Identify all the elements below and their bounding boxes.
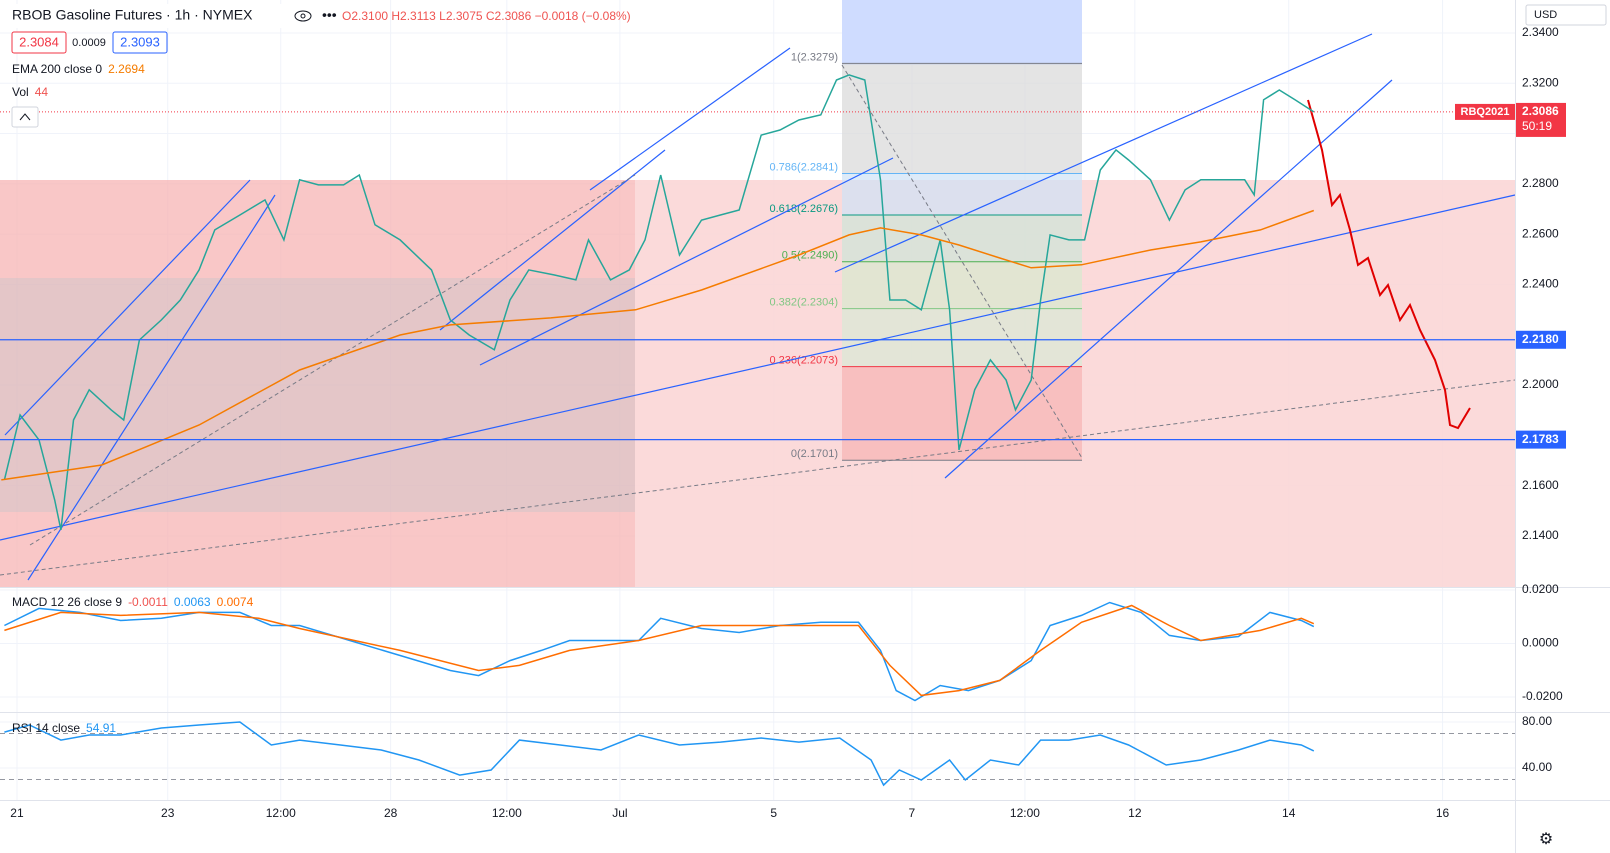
symbol-bg: [1455, 103, 1515, 120]
x-tick-label: 5: [770, 806, 777, 820]
indicator-value: 0.0063: [174, 595, 211, 609]
y-tick-label: 40.00: [1522, 760, 1552, 774]
collapse-button[interactable]: [11, 106, 39, 128]
fib-label: 0.5(2.2490): [782, 250, 838, 262]
settings-icon[interactable]: ⚙: [1539, 831, 1553, 848]
y-tick-label: 2.1600: [1522, 478, 1559, 492]
series-line: [4, 601, 1315, 702]
x-tick-label: 12:00: [266, 806, 296, 820]
fib-label: 0.618(2.2676): [770, 203, 839, 215]
x-tick-label: 23: [161, 806, 175, 820]
zone: [0, 278, 635, 512]
x-tick-label: 12: [1128, 806, 1142, 820]
last-price-bg: [1516, 102, 1566, 137]
header-bg: [4, 4, 340, 28]
currency: USD: [1534, 9, 1557, 21]
fib-label: 0.382(2.2304): [770, 296, 839, 308]
fib-header: [842, 0, 1082, 65]
y-tick-label: 0.0000: [1522, 636, 1559, 650]
y-tick-label: 2.2400: [1522, 277, 1559, 291]
indicator-name: Vol: [12, 85, 29, 99]
y-tick-label: 2.2800: [1522, 176, 1559, 190]
countdown: 50:19: [1522, 119, 1552, 133]
indicator-value: 44: [35, 85, 49, 99]
y-tick-label: 2.3400: [1522, 25, 1559, 39]
fib-label: 0.786(2.2841): [770, 161, 839, 173]
data: [0, 74, 1515, 787]
y-tick-label: 2.2000: [1522, 377, 1559, 391]
y-tick-label: 80.00: [1522, 714, 1552, 728]
axes: 21 23 12:00 28 12:00 Jul 5 7 12:00 12 14 16 2.1400 2.…: [10, 25, 1566, 820]
indicator-name: MACD 12 26 close 9: [12, 595, 122, 609]
ask: 2.3093: [120, 34, 160, 49]
indicator-name: EMA 200 close 0: [12, 62, 102, 76]
forecast-arrow: [1307, 99, 1471, 430]
price-line-label: 2.1783: [1522, 432, 1559, 446]
x-tick-label: 12:00: [1010, 806, 1040, 820]
x-tick-label: 14: [1282, 806, 1296, 820]
indicator-value: 54.91: [86, 721, 116, 735]
symbol-label: RBQ2021: [1461, 106, 1510, 118]
fib-band: [842, 366, 1082, 461]
series-line: [4, 721, 1315, 787]
price-line-label-bg: [1516, 430, 1566, 449]
indicator-value: 2.2694: [108, 62, 145, 76]
spread: 0.0009: [72, 37, 106, 49]
bid: 2.3084: [19, 34, 59, 49]
y-tick-label: 2.1400: [1522, 528, 1559, 542]
bid-box[interactable]: [11, 31, 67, 54]
currency-button[interactable]: [1525, 4, 1607, 26]
fib-label: 1(2.3279): [791, 51, 838, 63]
fib-label: 0.236(2.2073): [770, 355, 839, 367]
eye-icon[interactable]: [294, 10, 312, 22]
indicator-value: -0.0011: [128, 595, 168, 609]
ohlc: O2.3100 H2.3113 L2.3075 C2.3086 −0.0018 …: [342, 9, 631, 23]
title: RBOB Gasoline Futures · 1h · NYMEX: [12, 7, 253, 23]
dashed-lines: [0, 64, 1516, 576]
collapse-icon: [19, 113, 31, 121]
fib-label: 0(2.1701): [791, 448, 838, 460]
fib-band: [842, 308, 1082, 367]
price-line-label: 2.2180: [1522, 332, 1559, 346]
indicator-name: RSI 14 close: [12, 721, 80, 735]
fib-band: [842, 215, 1082, 262]
x-tick-label: 21: [10, 806, 24, 820]
price-line-label-bg: [1516, 330, 1566, 349]
y-tick-label: 2.2600: [1522, 226, 1559, 240]
x-tick-label: 7: [909, 806, 916, 820]
y-tick-label: -0.0200: [1522, 689, 1563, 703]
x-tick-label: Jul: [612, 806, 627, 820]
indicator-value: 0.0074: [217, 595, 254, 609]
fib-band: [842, 261, 1082, 309]
x-tick-label: 28: [384, 806, 398, 820]
series-line: [4, 604, 1315, 697]
series-line: [1, 209, 1315, 481]
zone: [0, 180, 635, 587]
fib-band: [842, 63, 1082, 174]
y-tick-label: 2.3200: [1522, 75, 1559, 89]
x-tick-label: 16: [1436, 806, 1450, 820]
more-icon[interactable]: •••: [322, 7, 337, 23]
ask-box[interactable]: [112, 31, 168, 54]
series-line: [3, 74, 1315, 531]
last-price-label: 2.3086: [1522, 104, 1559, 118]
fib-band: [842, 173, 1082, 216]
y-tick-label: 0.0200: [1522, 582, 1559, 596]
trend-lines: [0, 33, 1516, 581]
x-tick-label: 12:00: [492, 806, 522, 820]
